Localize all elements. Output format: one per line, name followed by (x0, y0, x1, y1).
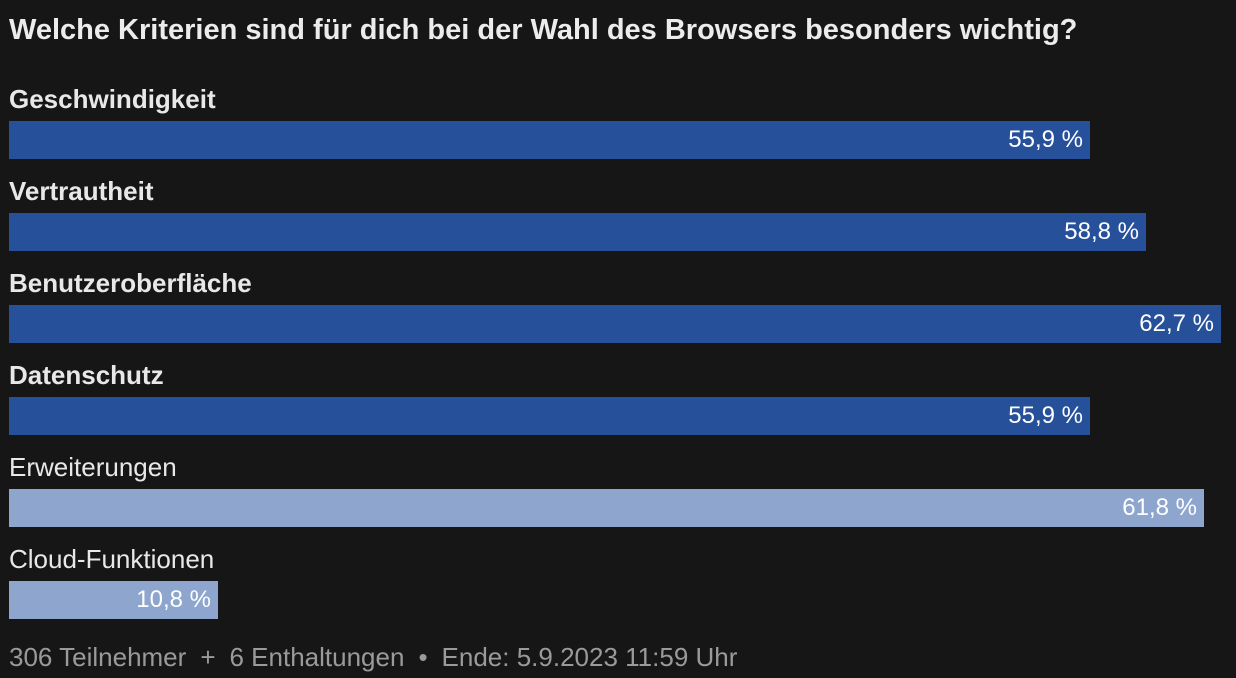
option-label: Benutzeroberfläche (9, 268, 252, 298)
bullet-separator: • (418, 642, 428, 672)
option-label: Geschwindigkeit (9, 84, 216, 114)
result-bar: 58,8 % (9, 213, 1146, 251)
result-bar: 10,8 % (9, 581, 218, 619)
participants-count: 306 Teilnehmer (9, 642, 187, 672)
option-label: Vertrautheit (9, 176, 154, 206)
percent-value: 62,7 % (1139, 310, 1214, 337)
percent-value: 58,8 % (1064, 218, 1139, 245)
option-label: Cloud-Funktionen (9, 544, 215, 574)
percent-value: 55,9 % (1008, 402, 1083, 429)
poll-title: Welche Kriterien sind für dich bei der W… (9, 14, 1078, 46)
poll-footer: 306 Teilnehmer +6 Enthaltungen • Ende: 5.9.… (9, 641, 737, 673)
option-label: Datenschutz (9, 360, 164, 390)
result-bar: 61,8 % (9, 489, 1204, 527)
result-bar: 62,7 % (9, 305, 1221, 343)
option-label: Erweiterungen (9, 452, 177, 482)
percent-value: 10,8 % (136, 586, 211, 613)
plus-separator: + (200, 642, 216, 672)
percent-value: 61,8 % (1122, 494, 1197, 521)
abstentions-count: 6 Enthaltungen (229, 642, 405, 672)
percent-value: 55,9 % (1008, 126, 1083, 153)
result-bar: 55,9 % (9, 397, 1090, 435)
result-bar: 55,9 % (9, 121, 1090, 159)
poll-end-date: Ende: 5.9.2023 11:59 Uhr (441, 642, 738, 672)
